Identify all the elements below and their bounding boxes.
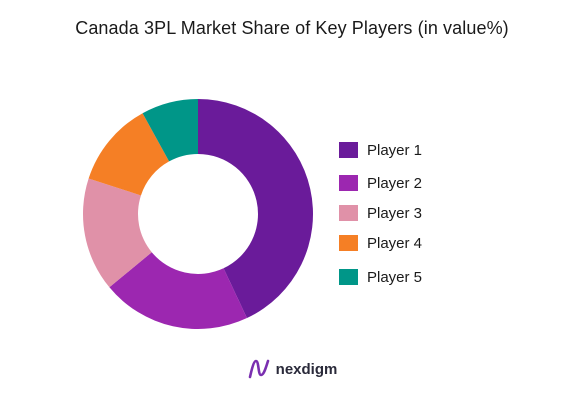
legend-label: Player 1 xyxy=(367,141,423,159)
legend-label: Player 5 xyxy=(367,268,423,286)
legend-swatch xyxy=(339,205,358,221)
legend-item: Player 2 xyxy=(339,173,422,193)
slice-player-2 xyxy=(109,252,247,329)
legend-swatch xyxy=(339,142,358,158)
legend-item: Player 1 xyxy=(339,140,422,160)
legend-label: Player 4 xyxy=(367,234,423,252)
brand-name: nexdigm xyxy=(275,360,338,378)
donut-chart xyxy=(83,99,313,329)
slice-player-4 xyxy=(88,113,170,196)
chart-title: Canada 3PL Market Share of Key Players (… xyxy=(75,18,509,38)
legend-swatch xyxy=(339,235,358,251)
slice-player-5 xyxy=(142,99,198,162)
legend-item: Player 5 xyxy=(339,267,422,287)
legend-swatch xyxy=(339,175,358,191)
legend-label: Player 3 xyxy=(367,204,423,222)
nexdigm-logo-icon xyxy=(248,359,269,379)
slice-player-1 xyxy=(198,99,313,319)
legend-item: Player 3 xyxy=(339,203,422,223)
brand-footer: nexdigm xyxy=(0,358,584,380)
legend-item: Player 4 xyxy=(339,233,422,253)
legend-label: Player 2 xyxy=(367,174,423,192)
legend-swatch xyxy=(339,269,358,285)
slice-player-3 xyxy=(83,178,152,288)
